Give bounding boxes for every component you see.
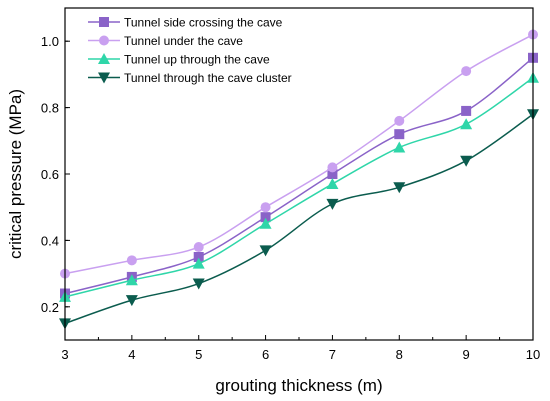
data-point: [327, 162, 338, 173]
legend-item: Tunnel through the cave cluster: [88, 71, 292, 85]
data-point: [259, 245, 272, 257]
data-point: [460, 118, 473, 130]
data-point: [192, 257, 205, 269]
data-point: [394, 129, 405, 140]
data-point: [327, 169, 338, 179]
y-tick-label: 1.0: [41, 34, 59, 49]
x-tick-label: 6: [262, 347, 269, 362]
data-point: [393, 141, 406, 153]
x-axis: 3 4 5 6 7 8 9 10: [61, 335, 540, 362]
x-tick-label: 5: [195, 347, 202, 362]
x-tick-label: 8: [396, 347, 403, 362]
data-point: [461, 105, 472, 116]
legend-item: Tunnel under the cave: [88, 34, 243, 48]
series-line: [64, 33, 534, 275]
data-point: [125, 274, 138, 286]
legend-label: Tunnel side crossing the cave: [124, 16, 283, 30]
data-point: [326, 177, 339, 189]
legend-label: Tunnel through the cave cluster: [124, 71, 292, 85]
data-point: [460, 155, 473, 167]
legend-label: Tunnel up through the cave: [124, 53, 270, 67]
x-tick-label: 10: [526, 347, 540, 362]
legend-marker: [98, 72, 110, 84]
y-tick-label: 0.4: [41, 233, 59, 248]
data-point: [126, 255, 137, 266]
series-line: [64, 113, 534, 325]
series-2: [60, 29, 538, 279]
y-tick-label: 0.2: [41, 300, 59, 315]
legend: Tunnel side crossing the cave Tunnel unde…: [88, 16, 292, 85]
y-axis-title: critical pressure (MPa): [6, 89, 25, 259]
data-point: [259, 217, 272, 229]
series-4: [59, 109, 539, 330]
data-point: [193, 242, 204, 253]
data-point: [192, 278, 205, 290]
x-axis-title: grouting thickness (m): [215, 376, 382, 395]
x-tick-label: 7: [329, 347, 336, 362]
x-tick-label: 3: [61, 347, 68, 362]
y-axis: 0.2 0.4 0.6 0.8 1.0: [41, 34, 70, 315]
legend-marker: [99, 35, 109, 46]
legend-item: Tunnel up through the cave: [88, 53, 270, 67]
data-point: [193, 252, 204, 262]
legend-label: Tunnel under the cave: [124, 34, 243, 48]
data-point: [393, 182, 406, 194]
data-point: [260, 202, 271, 213]
data-point: [461, 66, 472, 77]
data-point: [394, 115, 405, 126]
series-layer: [59, 29, 539, 330]
x-tick-label: 9: [463, 347, 470, 362]
y-tick-label: 0.6: [41, 167, 59, 182]
data-point: [260, 212, 271, 223]
x-tick-label: 4: [128, 347, 135, 362]
y-tick-label: 0.8: [41, 101, 59, 116]
legend-item: Tunnel side crossing the cave: [88, 16, 283, 30]
data-point: [326, 198, 339, 210]
legend-marker: [98, 53, 110, 64]
legend-marker: [99, 17, 109, 27]
data-point: [125, 295, 138, 307]
